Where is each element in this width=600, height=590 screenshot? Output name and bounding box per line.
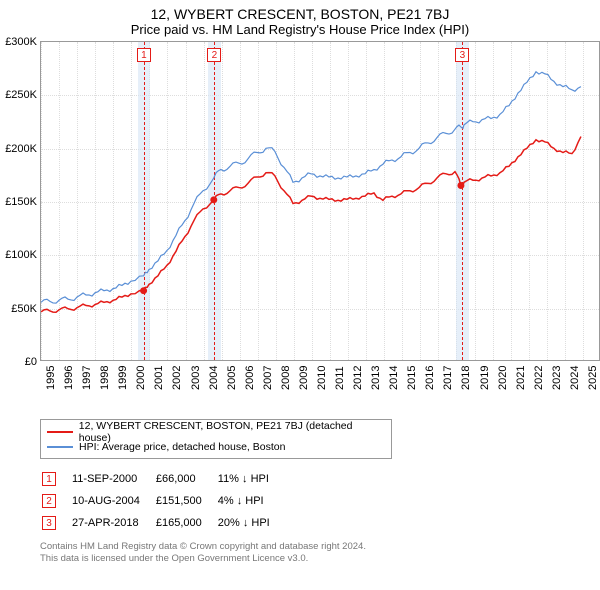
table-row: 1 11-SEP-2000£66,00011% ↓ HPI	[42, 469, 284, 489]
x-axis-label: 2010	[316, 366, 328, 390]
event-id-badge: 3	[42, 516, 56, 530]
x-axis-label: 2002	[171, 366, 183, 390]
x-axis-label: 2013	[370, 366, 382, 390]
x-axis-label: 2018	[460, 366, 472, 390]
event-id-badge: 2	[42, 494, 56, 508]
sale-marker-dot	[210, 196, 217, 203]
event-id-badge: 1	[42, 472, 56, 486]
x-axis-label: 1996	[63, 366, 75, 390]
x-axis-label: 2017	[442, 366, 454, 390]
y-axis-label: £150K	[0, 196, 37, 208]
chart-title: 12, WYBERT CRESCENT, BOSTON, PE21 7BJ	[0, 0, 600, 22]
x-axis-label: 2012	[352, 366, 364, 390]
legend-row: 12, WYBERT CRESCENT, BOSTON, PE21 7BJ (d…	[47, 424, 385, 439]
event-id-cell: 2	[42, 491, 70, 511]
x-axis: 1995 1996 1997 1998 1999 2000 2001 2002 2003 2004…	[41, 360, 600, 410]
table-row: 2 10-AUG-2004£151,5004% ↓ HPI	[42, 491, 284, 511]
event-date-cell: 27-APR-2018	[72, 513, 154, 533]
y-axis-label: £200K	[0, 143, 37, 155]
x-axis-label: 2003	[190, 366, 202, 390]
sale-marker-dot	[457, 182, 464, 189]
legend-swatch	[47, 446, 73, 448]
table-row: 3 27-APR-2018£165,00020% ↓ HPI	[42, 513, 284, 533]
y-axis-label: £100K	[0, 249, 37, 261]
x-axis-label: 2025	[587, 366, 599, 390]
x-axis-label: 2021	[515, 366, 527, 390]
event-price-cell: £165,000	[156, 513, 216, 533]
chart-plot-area: 123 £0£50K£100K£150K£200K£250K£300K 1995…	[40, 41, 600, 361]
x-axis-label: 2011	[334, 366, 346, 390]
x-axis-label: 2008	[280, 366, 292, 390]
x-axis-label: 2001	[153, 366, 165, 390]
x-axis-label: 1999	[117, 366, 129, 390]
chart-subtitle: Price paid vs. HM Land Registry's House …	[0, 22, 600, 41]
footer-attribution: Contains HM Land Registry data © Crown c…	[40, 541, 600, 565]
x-axis-label: 2007	[262, 366, 274, 390]
event-change-cell: 4% ↓ HPI	[218, 491, 284, 511]
sale-marker-dot	[140, 287, 147, 294]
event-price-cell: £66,000	[156, 469, 216, 489]
y-axis-label: £50K	[0, 303, 37, 315]
y-axis-label: £0	[0, 356, 37, 368]
legend-label: HPI: Average price, detached house, Bost…	[79, 441, 285, 453]
event-change-cell: 11% ↓ HPI	[218, 469, 284, 489]
event-date-cell: 11-SEP-2000	[72, 469, 154, 489]
x-axis-label: 2016	[424, 366, 436, 390]
footer-line-1: Contains HM Land Registry data © Crown c…	[40, 541, 600, 553]
line-series-svg	[41, 42, 599, 361]
x-axis-label: 2006	[244, 366, 256, 390]
x-axis-label: 2024	[569, 366, 581, 390]
x-axis-label: 1997	[81, 366, 93, 390]
footer-line-2: This data is licensed under the Open Gov…	[40, 553, 600, 565]
x-axis-label: 2015	[406, 366, 418, 390]
x-axis-label: 1995	[45, 366, 57, 390]
x-axis-label: 2022	[533, 366, 545, 390]
event-price-cell: £151,500	[156, 491, 216, 511]
sale-events-table: 1 11-SEP-2000£66,00011% ↓ HPI 2 10-AUG-2004…	[40, 467, 286, 535]
x-axis-label: 2004	[208, 366, 220, 390]
x-axis-label: 2019	[479, 366, 491, 390]
y-axis-label: £300K	[0, 36, 37, 48]
y-axis: £0 £50K £100K £150K £200K £250K £300K	[1, 36, 39, 368]
x-axis-label: 2023	[551, 366, 563, 390]
x-axis-label: 2005	[226, 366, 238, 390]
x-axis-label: 2020	[497, 366, 509, 390]
event-date-cell: 10-AUG-2004	[72, 491, 154, 511]
legend: 12, WYBERT CRESCENT, BOSTON, PE21 7BJ (d…	[40, 419, 392, 459]
x-axis-label: 1998	[99, 366, 111, 390]
x-axis-label: 2014	[388, 366, 400, 390]
event-id-cell: 1	[42, 469, 70, 489]
event-change-cell: 20% ↓ HPI	[218, 513, 284, 533]
legend-swatch	[47, 431, 73, 433]
x-axis-label: 2009	[298, 366, 310, 390]
series-line-hpi	[41, 72, 581, 303]
x-axis-label: 2000	[135, 366, 147, 390]
event-id-cell: 3	[42, 513, 70, 533]
y-axis-label: £250K	[0, 89, 37, 101]
